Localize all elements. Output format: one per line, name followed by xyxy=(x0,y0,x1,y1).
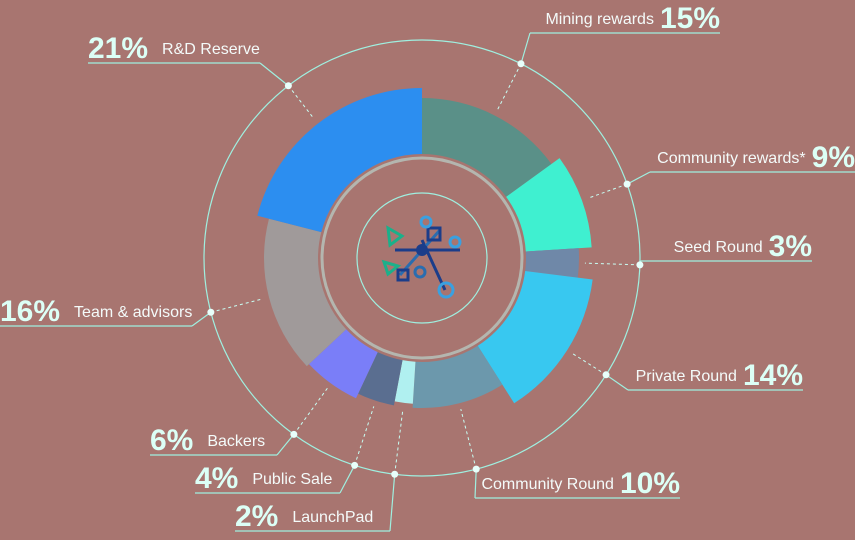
value-label: 6% xyxy=(150,424,193,457)
category-label: Backers xyxy=(207,433,265,450)
segment xyxy=(422,98,552,197)
logo xyxy=(381,215,462,299)
category-label: Mining rewards xyxy=(545,11,653,28)
leader-dot xyxy=(636,261,644,269)
leader-dash xyxy=(587,183,628,199)
leader-dot xyxy=(351,461,359,469)
leader xyxy=(191,311,212,327)
inner-ring xyxy=(320,156,524,360)
leader-dash xyxy=(293,387,328,435)
leader xyxy=(276,433,295,456)
value-label: 4% xyxy=(195,462,238,495)
segment xyxy=(412,345,503,408)
value-label: 3% xyxy=(769,230,812,263)
leader-dot xyxy=(517,60,525,68)
leader-dash xyxy=(210,298,264,313)
leader-dot xyxy=(623,180,631,188)
leader-dot xyxy=(602,371,610,379)
category-label: LaunchPad xyxy=(292,509,373,526)
category-label: Seed Round xyxy=(674,239,763,256)
leader-dash xyxy=(287,85,315,120)
leader xyxy=(474,469,477,499)
leader-dash xyxy=(496,63,522,111)
value-label: 2% xyxy=(235,500,278,533)
leader xyxy=(605,374,629,391)
value-label: 21% xyxy=(88,32,148,65)
segment xyxy=(309,329,378,399)
outer-ring xyxy=(203,39,641,477)
category-label: R&D Reserve xyxy=(162,41,260,58)
leader-dot xyxy=(290,430,298,438)
leader-dash xyxy=(354,406,375,466)
segment xyxy=(477,271,593,404)
leader-dot xyxy=(207,308,215,316)
segment xyxy=(525,248,579,278)
segment xyxy=(257,88,422,233)
category-label: Community Round xyxy=(481,476,614,493)
leader xyxy=(259,62,289,87)
segment xyxy=(506,158,592,252)
segment xyxy=(394,360,416,404)
category-label: Private Round xyxy=(636,368,737,385)
value-label: 10% xyxy=(620,467,680,500)
leader xyxy=(626,171,651,185)
leader xyxy=(339,465,356,494)
leader-dash xyxy=(572,352,607,376)
leader xyxy=(520,32,531,64)
category-label: Team & advisors xyxy=(74,304,192,321)
leader xyxy=(389,474,396,532)
segment xyxy=(264,218,347,367)
value-label: 9% xyxy=(812,141,855,174)
leader-dot xyxy=(391,470,399,478)
leader-dash xyxy=(394,408,404,475)
leader-dot xyxy=(472,465,480,473)
value-label: 16% xyxy=(0,295,60,328)
category-label: Public Sale xyxy=(252,471,332,488)
leader-dash xyxy=(584,262,640,266)
leader-dash xyxy=(460,408,477,470)
leader-dot xyxy=(284,82,292,90)
category-label: Community rewards* xyxy=(657,150,805,167)
value-label: 14% xyxy=(743,359,803,392)
center-ring xyxy=(356,192,488,324)
segment xyxy=(358,352,403,406)
value-label: 15% xyxy=(660,2,720,35)
